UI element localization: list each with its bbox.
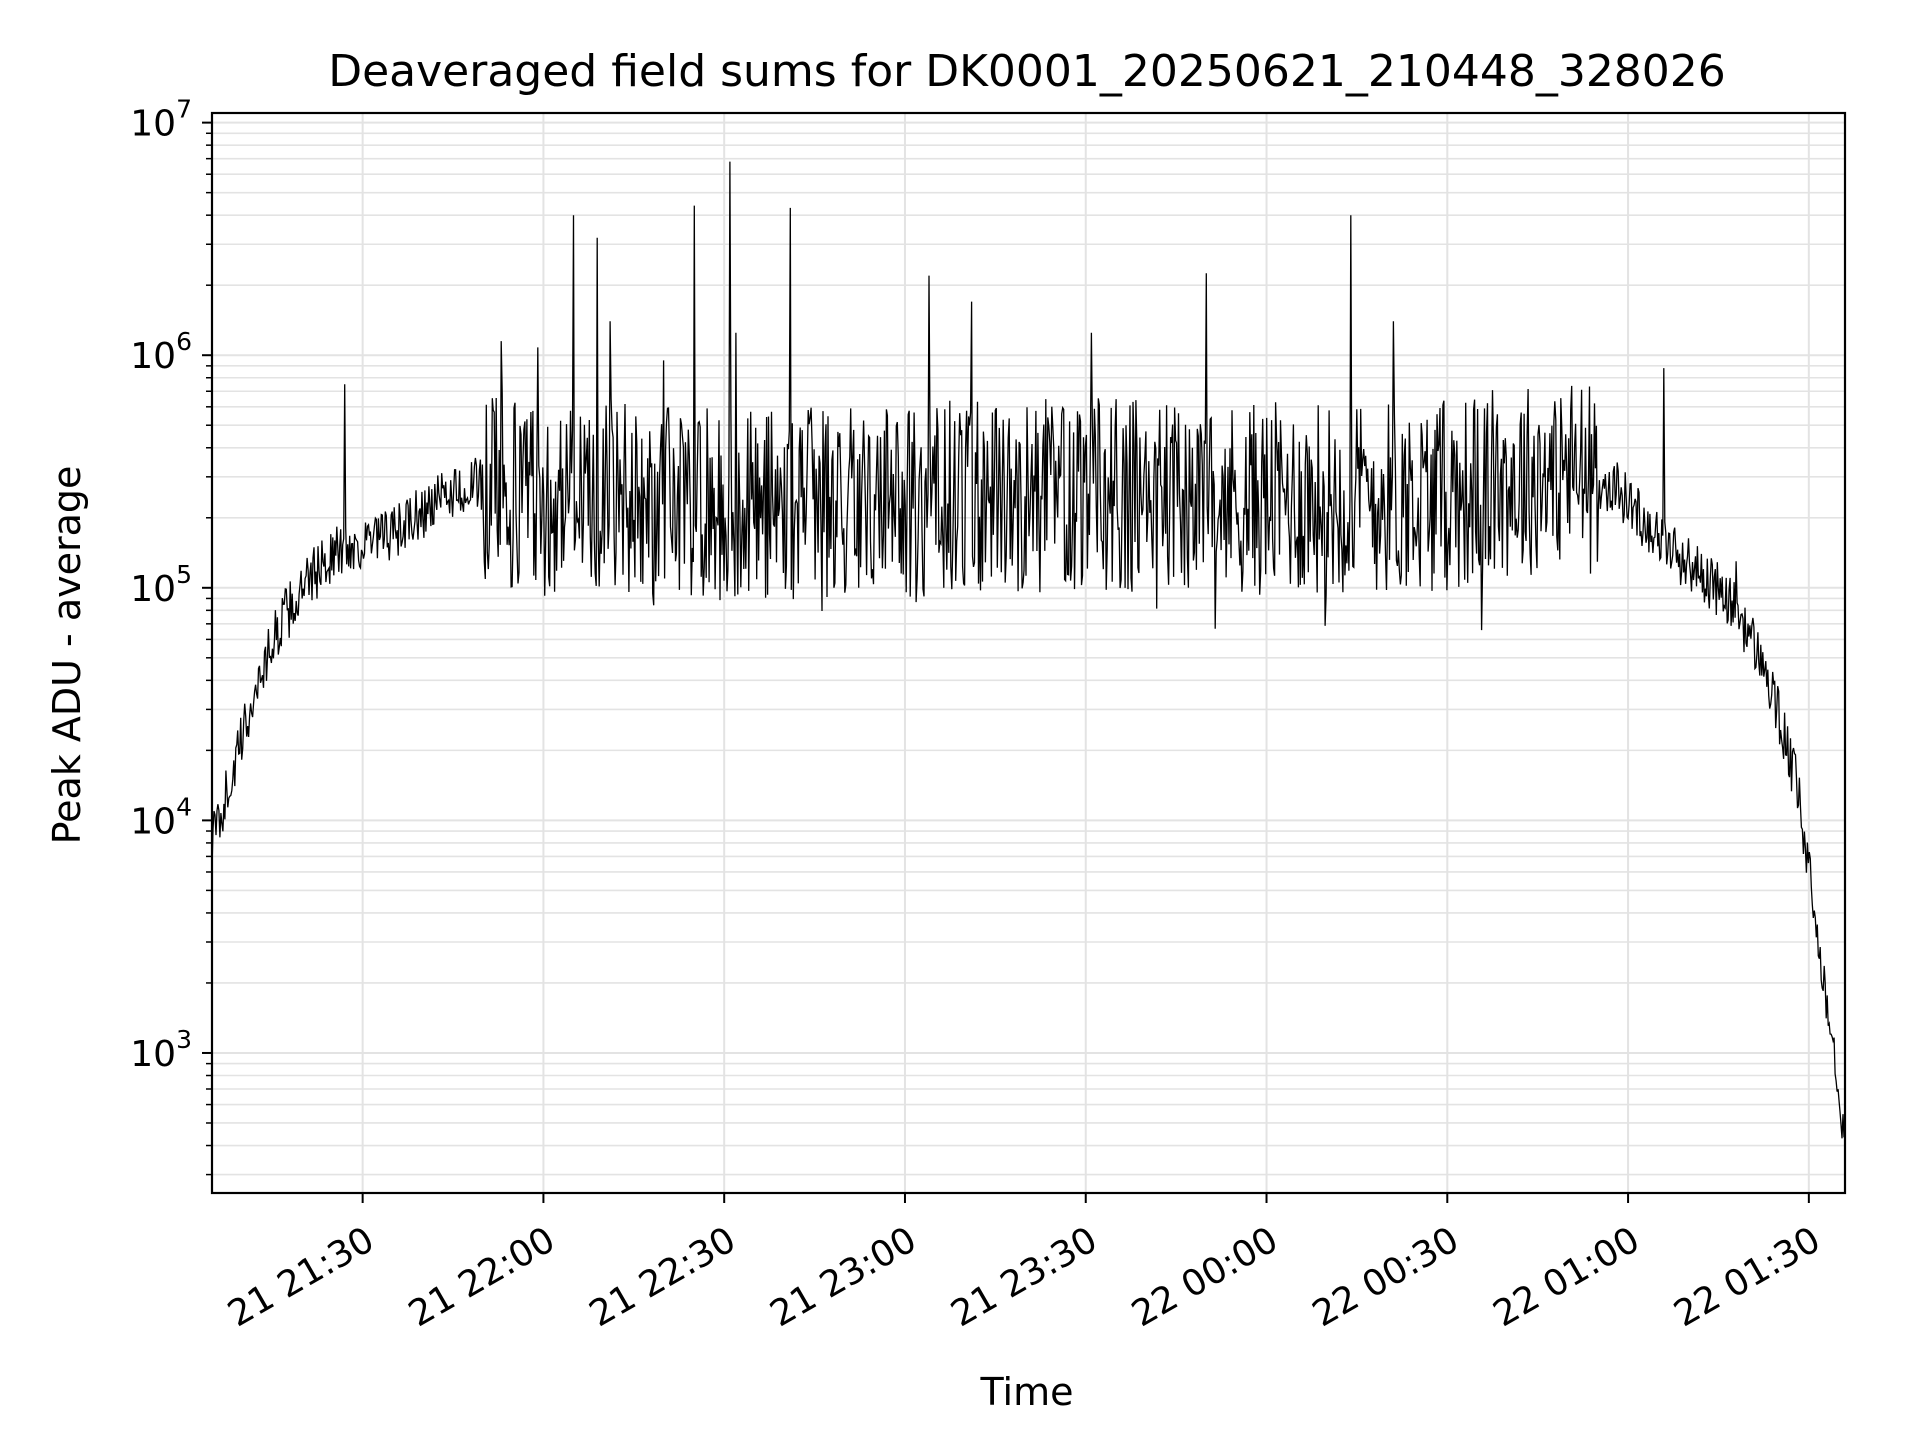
x-axis-label: Time xyxy=(980,1370,1074,1414)
y-axis-label: Peak ADU - average xyxy=(45,466,89,845)
y-axis-ticks: 103 104 105 106 107 xyxy=(130,95,212,1176)
y-tick-label: 107 xyxy=(130,95,192,145)
y-tick-label: 105 xyxy=(130,560,192,610)
y-tick-label: 104 xyxy=(130,792,192,842)
series-line xyxy=(211,161,1846,1139)
grid xyxy=(212,113,1845,1193)
chart-title: Deaveraged field sums for DK0001_2025062… xyxy=(328,46,1726,97)
series-layer xyxy=(211,161,1846,1139)
y-tick-label: 103 xyxy=(130,1025,192,1075)
y-tick-label: 106 xyxy=(130,327,192,377)
plot-frame xyxy=(210,111,1847,1195)
